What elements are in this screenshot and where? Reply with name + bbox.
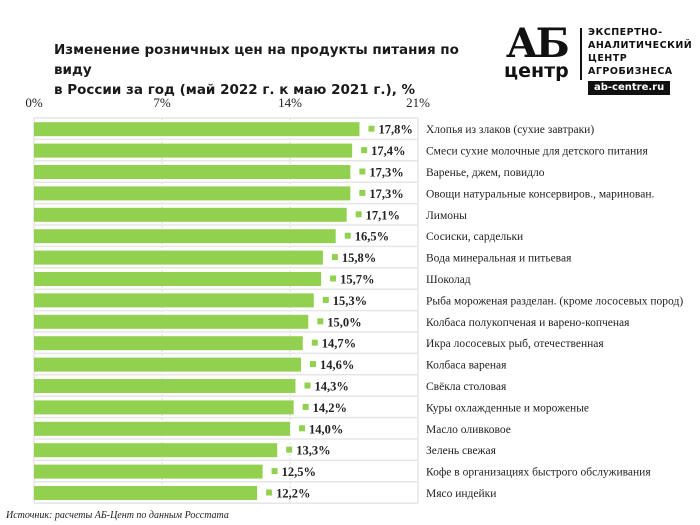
bar <box>34 143 353 158</box>
category-label: Мясо индейки <box>426 488 496 500</box>
bar <box>34 443 278 458</box>
bar-value-label: 14,6% <box>320 358 354 372</box>
category-label: Рыба мороженая разделан. (кроме лососевы… <box>426 295 683 307</box>
ab-centre-logo: АБ центр ЭКСПЕРТНО- АНАЛИТИЧЕСКИЙ ЦЕНТР … <box>502 20 693 95</box>
source-note: Источник: расчеты АБ-Цент по данным Росс… <box>6 510 229 521</box>
bar-value-label: 14,2% <box>313 401 347 415</box>
bar <box>34 207 347 222</box>
bar-value-label: 17,8% <box>378 123 412 137</box>
bar <box>34 229 336 244</box>
chart-title-line-2: в России за год (май 2022 г. к маю 2021 … <box>54 82 416 98</box>
bar <box>34 336 303 351</box>
value-marker <box>309 361 316 368</box>
bar-value-label: 15,0% <box>327 315 361 329</box>
value-marker <box>330 275 337 282</box>
x-tick-label: 0% <box>25 95 43 110</box>
chart-title: Изменение розничных цен на продукты пита… <box>54 40 494 100</box>
bar <box>34 186 351 201</box>
logo-url: ab-centre.ru <box>588 81 671 95</box>
logo-mark-centr: центр <box>504 60 569 82</box>
bar-value-label: 16,5% <box>355 230 389 244</box>
value-marker <box>299 425 305 432</box>
bar-value-label: 12,5% <box>282 465 316 479</box>
bar <box>34 272 322 286</box>
bar <box>34 122 360 137</box>
category-label: Свёкла столовая <box>426 381 507 393</box>
bar <box>34 486 258 500</box>
value-marker <box>359 189 366 196</box>
value-marker <box>266 489 273 496</box>
x-tick-label: 7% <box>153 95 171 110</box>
x-tick-label: 14% <box>278 95 302 110</box>
category-label: Шоколад <box>426 274 471 286</box>
bar-value-label: 12,2% <box>276 487 310 501</box>
bar <box>34 421 290 436</box>
bar <box>34 250 323 265</box>
value-marker <box>344 232 351 239</box>
bar <box>34 400 294 415</box>
value-marker <box>361 147 368 154</box>
category-label: Кофе в организациях быстрого обслуживани… <box>426 467 651 479</box>
value-marker <box>302 403 309 410</box>
bar-value-label: 17,1% <box>366 208 400 222</box>
bar <box>34 379 296 393</box>
source-text: расчеты АБ-Цент по данным Росстата <box>54 510 229 521</box>
value-marker <box>271 468 278 475</box>
bar <box>34 464 263 479</box>
value-marker <box>317 318 324 325</box>
bar-value-label: 15,7% <box>340 273 374 287</box>
logo-tagline: ЭКСПЕРТНО- АНАЛИТИЧЕСКИЙ ЦЕНТР АГРОБИЗНЕ… <box>588 27 693 77</box>
category-label: Овощи натуральные консервиров., маринова… <box>426 188 654 200</box>
category-label: Зелень свежая <box>426 445 497 457</box>
x-tick-label: 21% <box>406 95 430 110</box>
bar-value-label: 15,3% <box>333 294 367 308</box>
category-label: Смеси сухие молочные для детского питани… <box>426 146 648 158</box>
value-marker <box>355 211 362 218</box>
value-marker <box>368 125 375 132</box>
category-label: Колбаса полукопченая и варено-копченая <box>426 317 630 329</box>
bar <box>34 165 351 179</box>
category-label: Масло оливковое <box>426 424 511 436</box>
value-marker <box>304 382 311 389</box>
category-label: Варенье, джем, повидло <box>426 167 545 179</box>
bar-value-label: 15,8% <box>342 251 376 265</box>
category-label: Колбаса вареная <box>426 360 507 372</box>
category-label: Вода минеральная и питьевая <box>426 253 572 265</box>
bar-value-label: 14,0% <box>309 422 343 436</box>
value-marker <box>322 296 329 303</box>
bar <box>34 357 301 372</box>
bar-value-label: 13,3% <box>296 444 330 458</box>
bar <box>34 314 309 329</box>
value-marker <box>359 168 366 175</box>
source-label: Источник: <box>6 510 53 521</box>
category-label: Сосиски, сардельки <box>426 231 523 243</box>
bar-value-label: 17,3% <box>369 166 403 180</box>
category-label: Хлопья из злаков (сухие завтраки) <box>426 124 594 136</box>
logo-divider <box>580 28 582 80</box>
bar-value-label: 14,7% <box>322 337 356 351</box>
value-marker <box>311 339 318 346</box>
bar <box>34 293 314 308</box>
bar-value-label: 17,3% <box>369 187 403 201</box>
category-label: Икра лососевых рыб, отечественная <box>426 338 604 350</box>
value-marker <box>286 446 293 453</box>
logo-mark-ab: АБ <box>506 20 570 67</box>
category-label: Куры охлажденные и мороженые <box>426 402 589 414</box>
value-marker <box>331 254 338 261</box>
bar-value-label: 17,4% <box>371 144 405 158</box>
bar-value-label: 14,3% <box>314 380 348 394</box>
category-label: Лимоны <box>426 210 467 222</box>
chart-title-line-1: Изменение розничных цен на продукты пита… <box>54 42 459 78</box>
